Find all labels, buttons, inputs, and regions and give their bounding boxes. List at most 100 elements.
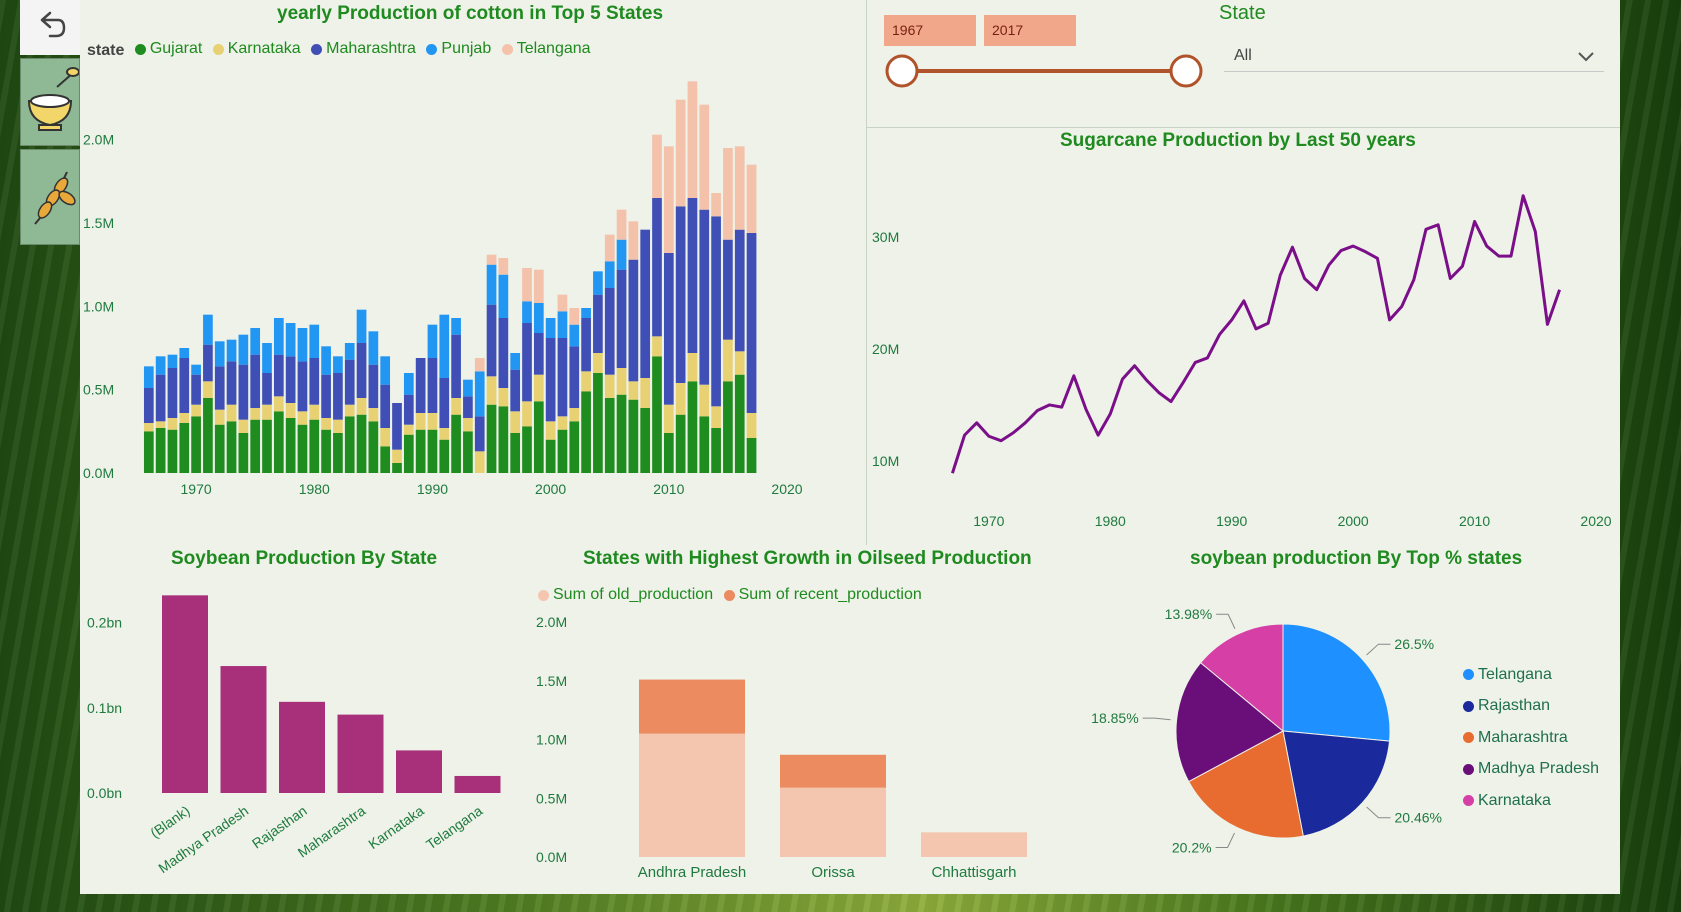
sugarcane-series-line [950, 194, 1561, 474]
bar-segment [167, 429, 178, 473]
legend-item[interactable]: Gujarat [134, 40, 202, 58]
bar-segment [628, 381, 639, 400]
bar-segment [226, 361, 237, 405]
bar-segment [522, 426, 532, 473]
x-tick-label: 1980 [1095, 513, 1126, 529]
bar-segment [533, 303, 544, 333]
bar-segment [415, 358, 426, 413]
bar-segment [699, 209, 710, 385]
legend-item[interactable]: Punjab [426, 40, 491, 58]
bar-segment [226, 404, 237, 422]
legend-item[interactable]: Telangana [1463, 659, 1599, 691]
bar [279, 701, 325, 793]
pie-data-label: 26.5% [1394, 636, 1434, 652]
bar-segment [498, 318, 509, 388]
bar-segment [403, 394, 414, 425]
bar-segment [191, 374, 201, 405]
x-tick-label: 1980 [299, 481, 330, 497]
bar-segment [533, 374, 544, 402]
pie-label-leader [1215, 832, 1235, 848]
bar-segment [344, 343, 355, 360]
legend-item[interactable]: Sum of old_production [538, 586, 713, 604]
bar-segment [510, 411, 521, 433]
bar-segment [167, 418, 178, 430]
bar-segment [356, 309, 367, 343]
y-tick-label: 0.5M [83, 382, 114, 398]
bar-segment [545, 421, 556, 440]
bar-segment [273, 354, 284, 397]
bar-segment [250, 354, 261, 408]
slider-handle-start[interactable] [885, 54, 919, 88]
x-tick-label: Orissa [811, 864, 855, 881]
y-tick-label: 0.0bn [87, 785, 122, 801]
x-tick-label: Chhattisgarh [931, 864, 1016, 881]
bar-segment [214, 424, 225, 473]
bar-segment [392, 449, 402, 463]
bar-segment [427, 429, 438, 473]
x-tick-label: Telangana [423, 802, 485, 852]
bar-segment [451, 414, 461, 473]
bar-segment [498, 274, 509, 318]
bar-segment [486, 404, 497, 473]
rice-page-button[interactable] [20, 58, 80, 146]
legend-title: state [87, 41, 125, 59]
y-tick-label: 2.0M [83, 132, 114, 148]
year-from-input[interactable]: 1967 [884, 15, 976, 46]
pie-data-label: 20.46% [1395, 810, 1442, 826]
bar-segment [533, 269, 544, 303]
legend-item[interactable]: Rajasthan [1463, 691, 1599, 723]
bar-segment [581, 318, 591, 372]
year-range-slider[interactable] [880, 52, 1210, 92]
pie-slice [1175, 661, 1284, 783]
bar-segment [439, 428, 450, 440]
bar-segment [356, 414, 367, 473]
legend-item[interactable]: Maharashtra [311, 40, 416, 58]
bar-segment [344, 404, 355, 417]
bar-segment [238, 334, 249, 365]
bar-segment [439, 439, 450, 473]
bar-segment [640, 229, 651, 378]
bar-segment [675, 383, 686, 415]
wheat-crop-icon [34, 171, 76, 225]
state-dropdown[interactable]: All [1224, 40, 1604, 72]
bar-segment [451, 318, 461, 335]
bar-segment [439, 314, 450, 378]
bar-segment [652, 134, 662, 198]
back-button[interactable] [20, 0, 80, 55]
legend-item[interactable]: Maharashtra [1463, 722, 1599, 754]
legend-item[interactable]: Karnataka [1463, 785, 1599, 817]
legend-item[interactable]: Karnataka [212, 40, 301, 58]
bar-segment [569, 346, 580, 408]
x-tick-label: 2010 [1459, 513, 1490, 529]
year-to-input[interactable]: 2017 [984, 15, 1076, 46]
sugarcane-line-chart: 10M 20M 30M 1970 1980 1990 2000 2010 2020 [872, 194, 1612, 529]
x-tick-label: 1970 [181, 481, 212, 497]
legend-item[interactable]: Madhya Pradesh [1463, 754, 1599, 786]
bar-segment [723, 239, 733, 340]
bar-segment [734, 229, 745, 352]
bar-segment [403, 373, 414, 395]
bar-segment [179, 348, 190, 358]
bar-segment [143, 423, 154, 432]
bar-segment [687, 198, 698, 353]
bar-segment [368, 364, 379, 408]
crop-page-button[interactable] [20, 149, 80, 245]
bar-segment [569, 408, 580, 422]
legend-item[interactable]: Sum of recent_production [723, 586, 922, 604]
state-dropdown-value: All [1234, 47, 1252, 64]
oilseed-legend: Sum of old_production Sum of recent_prod… [538, 586, 928, 606]
bar-segment [262, 419, 272, 473]
bar [220, 666, 267, 793]
legend-item[interactable]: Telangana [501, 40, 591, 58]
slider-handle-end[interactable] [1169, 54, 1203, 88]
bar-segment [616, 368, 627, 395]
pie-slice [1199, 623, 1284, 733]
bar-segment [250, 328, 261, 355]
y-tick-label: 10M [872, 453, 899, 469]
bar-segment [687, 81, 698, 198]
bar-segment [226, 421, 237, 473]
bar-segment [356, 343, 367, 398]
chevron-down-icon [1578, 52, 1594, 62]
bar-segment [297, 411, 308, 425]
bar-segment [486, 264, 497, 305]
